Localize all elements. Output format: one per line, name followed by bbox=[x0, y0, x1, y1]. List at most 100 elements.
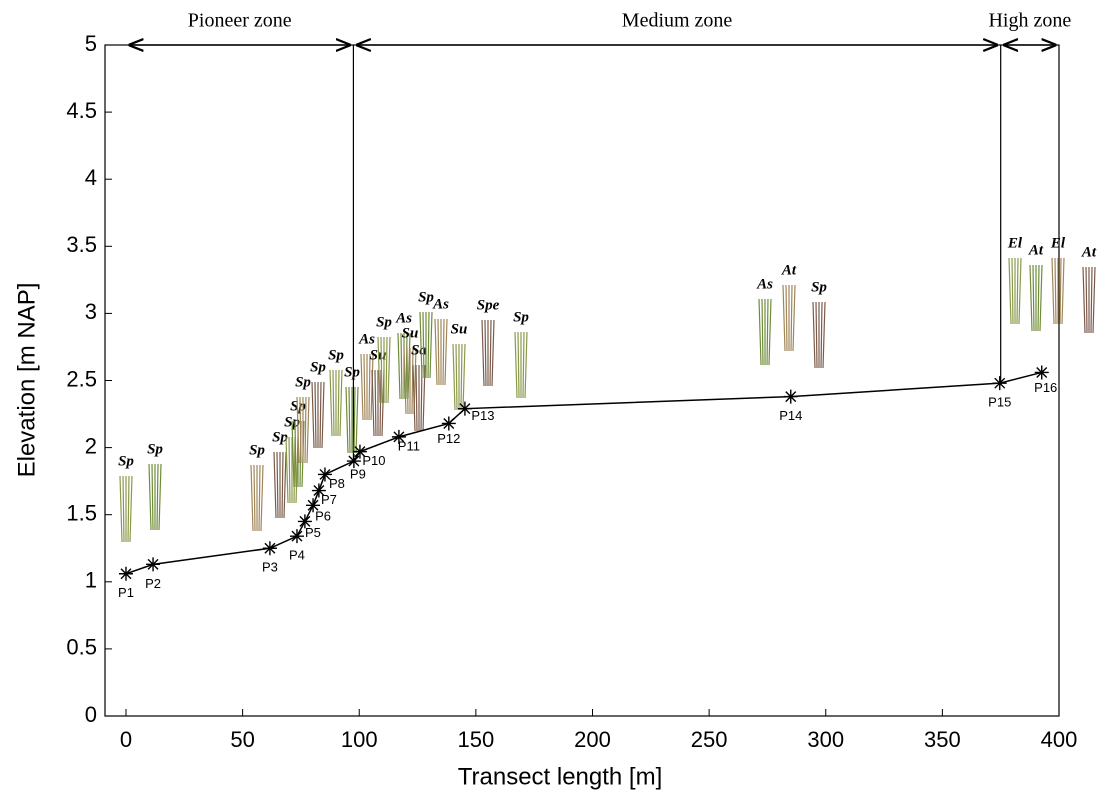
plant bbox=[345, 386, 359, 454]
plant bbox=[273, 451, 287, 519]
plant bbox=[377, 336, 391, 404]
plant-stem bbox=[484, 319, 487, 387]
plant bbox=[434, 318, 448, 386]
plant-stem bbox=[442, 318, 445, 386]
species-label: Sp bbox=[249, 442, 265, 458]
y-tick-label: 2 bbox=[85, 433, 97, 458]
point-marker bbox=[118, 566, 133, 581]
plant-stem bbox=[250, 464, 254, 532]
plant-stem bbox=[379, 369, 382, 437]
plant-stem bbox=[273, 451, 277, 519]
species-label: Sp bbox=[328, 347, 344, 363]
plant-stem bbox=[397, 332, 401, 400]
plant-stem bbox=[820, 301, 823, 369]
species-label: Sp bbox=[147, 441, 163, 457]
y-axis-label: Elevation [m NAP] bbox=[13, 283, 40, 478]
plant-stem bbox=[1082, 266, 1086, 334]
point-marker bbox=[146, 557, 161, 572]
point-label: P5 bbox=[305, 525, 321, 540]
plant-stem bbox=[1054, 257, 1057, 325]
y-tick-label: 0 bbox=[85, 702, 97, 727]
plant-stem bbox=[411, 347, 414, 415]
plant-stem bbox=[766, 298, 769, 366]
point-label: P3 bbox=[262, 560, 278, 575]
point-label: P2 bbox=[145, 576, 161, 591]
plant-stem bbox=[363, 353, 366, 421]
x-tick-label: 300 bbox=[807, 727, 844, 752]
plant-stem bbox=[129, 475, 133, 543]
plant-stem bbox=[790, 284, 793, 352]
plant-stem bbox=[405, 332, 408, 400]
plant bbox=[250, 464, 264, 532]
plant-stem bbox=[1029, 264, 1033, 332]
species-label: As bbox=[756, 276, 773, 292]
species-label: At bbox=[781, 262, 797, 278]
plant-stem bbox=[321, 381, 325, 449]
plant-stem bbox=[792, 284, 796, 352]
plant-stem bbox=[348, 386, 351, 454]
species-label: Sp bbox=[376, 314, 392, 330]
plant bbox=[1051, 257, 1065, 325]
plant-stem bbox=[360, 353, 364, 421]
plant-stem bbox=[444, 318, 448, 386]
plant bbox=[360, 353, 374, 421]
species-label: Sp bbox=[272, 429, 288, 445]
plant-stem bbox=[437, 318, 440, 386]
point-marker bbox=[457, 401, 472, 416]
species-label: As bbox=[395, 310, 412, 326]
point-marker bbox=[262, 541, 277, 556]
species-label: El bbox=[1050, 235, 1066, 251]
plant-stem bbox=[524, 331, 528, 399]
species-label: Sp bbox=[344, 364, 360, 380]
plant-stem bbox=[815, 301, 818, 369]
plant-stem bbox=[419, 311, 423, 379]
plant bbox=[481, 319, 495, 387]
plant-stem bbox=[156, 463, 159, 531]
zone-label: Pioneer zone bbox=[188, 10, 292, 32]
plant bbox=[1008, 257, 1022, 325]
plant-stem bbox=[822, 301, 826, 369]
y-tick-label: 1.5 bbox=[66, 501, 97, 526]
point-label: P16 bbox=[1034, 380, 1057, 395]
plant-stem bbox=[119, 475, 123, 543]
plant bbox=[311, 381, 325, 449]
plant-stem bbox=[422, 311, 425, 379]
point-marker bbox=[352, 444, 367, 459]
plant-stem bbox=[491, 319, 495, 387]
species-label: At bbox=[1028, 242, 1044, 258]
species-label: Sp bbox=[811, 279, 827, 295]
plant-stem bbox=[514, 331, 518, 399]
plant bbox=[1029, 264, 1043, 332]
plant-stem bbox=[283, 451, 287, 519]
plant-stem bbox=[296, 396, 300, 464]
plant-stem bbox=[768, 298, 772, 366]
plant-stem bbox=[377, 336, 381, 404]
plant-stem bbox=[403, 347, 407, 415]
plant-stem bbox=[332, 369, 335, 437]
plant-stem bbox=[481, 319, 485, 387]
plant-stem bbox=[460, 343, 463, 411]
plant-stem bbox=[368, 353, 371, 421]
plant-stem bbox=[285, 436, 289, 504]
plant-stem bbox=[517, 331, 520, 399]
x-tick-label: 0 bbox=[120, 727, 132, 752]
point-marker bbox=[317, 467, 332, 482]
plant-stem bbox=[1090, 266, 1093, 334]
plant-stem bbox=[339, 369, 343, 437]
plant-stem bbox=[387, 336, 391, 404]
y-tick-label: 5 bbox=[85, 31, 97, 56]
plant-stem bbox=[311, 381, 315, 449]
species-label: Sp bbox=[295, 374, 311, 390]
y-tick-label: 4 bbox=[85, 165, 97, 190]
point-label: P14 bbox=[779, 408, 802, 423]
plant bbox=[329, 369, 343, 437]
point-label: P12 bbox=[437, 431, 460, 446]
plant-stem bbox=[314, 381, 317, 449]
plant-stem bbox=[489, 319, 492, 387]
point-marker bbox=[311, 483, 326, 498]
plant-stem bbox=[306, 396, 310, 464]
point-label: P13 bbox=[471, 408, 494, 423]
y-tick-label: 3.5 bbox=[66, 232, 97, 257]
plant-stem bbox=[258, 464, 261, 532]
plant bbox=[296, 396, 310, 464]
